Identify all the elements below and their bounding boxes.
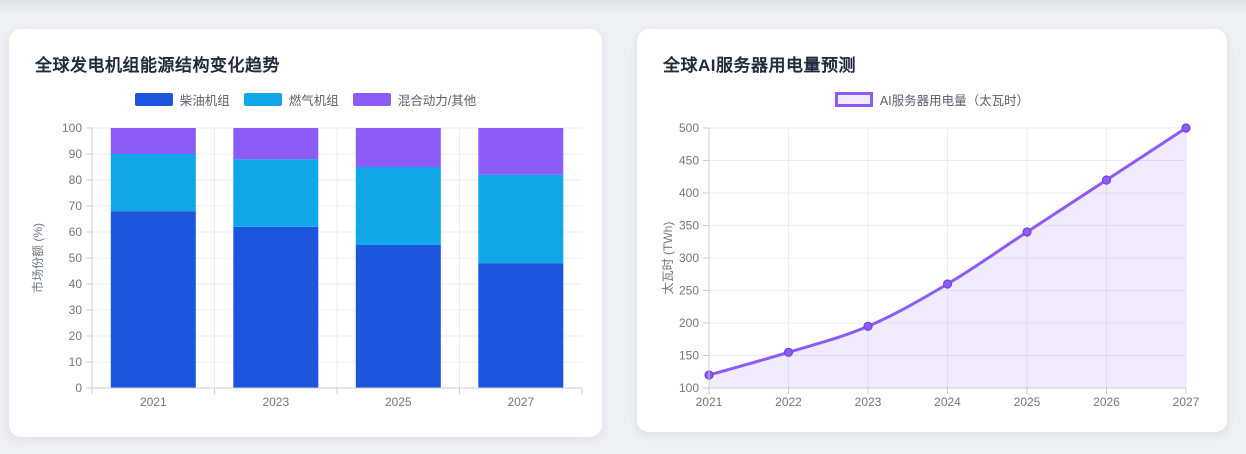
y-tick-label: 10 [69,355,83,369]
bar-segment-2 [233,128,319,160]
data-point [1101,175,1112,185]
y-tick-label: 90 [69,147,83,161]
legend-label: AI服务器用电量（太瓦时） [879,94,1030,108]
x-tick-label: 2022 [775,395,802,409]
y-tick-label: 200 [679,316,699,330]
y-axis-title: 市场份额 (%) [30,223,45,293]
y-tick-label: 300 [679,251,699,265]
y-tick-label: 20 [69,329,83,343]
card-energy-structure: 全球发电机组能源结构变化趋势 柴油机组 燃气机组 混合动力/其他 0 10 20 30 40… [9,29,602,437]
card-ai-server-power: 全球AI服务器用电量预测 AI服务器用电量（太瓦时） 100 150 200 250 3… [637,29,1227,432]
chart-title-energy-structure: 全球发电机组能源结构变化趋势 [35,56,280,75]
bar-segment-0 [355,245,441,388]
top-shadow [0,0,1246,13]
charts-row: 全球发电机组能源结构变化趋势 柴油机组 燃气机组 混合动力/其他 0 10 20 30 40… [9,29,1227,437]
legend-swatch-icon [352,93,391,106]
legend-item-1[interactable]: 燃气机组 [243,90,339,109]
y-tick-label: 80 [69,173,83,187]
bar-segment-2 [478,128,564,175]
legend-label: 燃气机组 [288,94,339,108]
y-tick-label: 250 [679,284,699,298]
y-tick-label: 60 [69,225,83,239]
legend-item-0[interactable]: 柴油机组 [134,90,230,109]
y-tick-label: 0 [75,381,82,395]
legend-item-0[interactable]: AI服务器用电量（太瓦时） [834,90,1030,109]
x-tick-label: 2025 [385,395,412,409]
y-tick-label: 450 [679,154,699,168]
x-tick-label: 2027 [507,395,534,409]
energy-structure-stacked-bar-chart: 0 10 20 30 40 50 60 70 80 90 100 市场份额 (%) 2021 2023 20… [30,121,583,409]
x-tick-label: 2021 [140,395,167,409]
x-tick-label: 2026 [1093,395,1120,409]
y-tick-label: 150 [679,349,699,363]
y-axis-title: 太瓦时 (TWh) [660,222,675,295]
chart-title-ai-server-power: 全球AI服务器用电量预测 [663,56,856,75]
x-tick-label: 2027 [1173,395,1200,409]
legend-item-2[interactable]: 混合动力/其他 [352,90,477,109]
area-fill-0 [709,128,1186,388]
bar-segment-1 [110,154,196,212]
bar-segment-1 [233,159,319,227]
legend-ai-server-power: AI服务器用电量（太瓦时） [637,91,1227,108]
bar-segment-0 [478,263,564,388]
data-point [1181,123,1191,133]
y-tick-label: 400 [679,186,699,200]
y-tick-label: 30 [69,303,83,317]
data-point [1022,227,1032,237]
x-tick-label: 2024 [934,395,961,409]
bar-segment-2 [355,128,441,167]
legend-label: 柴油机组 [179,94,230,108]
y-tick-label: 350 [679,219,699,233]
legend-swatch-icon [834,92,873,107]
legend-label: 混合动力/其他 [397,94,477,108]
data-point [783,347,794,357]
bar-segment-1 [478,174,564,264]
ai-server-power-area-chart: 100 150 200 250 300 350 400 450 500 太瓦时 (TWh) 2021… [660,121,1200,409]
x-tick-label: 2023 [262,395,289,409]
y-tick-label: 100 [62,121,82,135]
bar-segment-0 [233,226,319,388]
y-tick-label: 500 [679,121,699,135]
x-tick-label: 2021 [696,395,723,409]
y-tick-label: 70 [69,199,83,213]
x-tick-label: 2023 [855,395,882,409]
y-tick-label: 40 [69,277,83,291]
legend-swatch-icon [243,93,282,106]
data-point [863,321,873,331]
data-point [942,279,953,289]
x-tick-label: 2025 [1014,395,1041,409]
y-tick-label: 100 [679,381,699,395]
bar-segment-0 [110,211,196,388]
bar-segment-1 [355,167,441,245]
legend-energy-structure: 柴油机组 燃气机组 混合动力/其他 [9,91,602,108]
bar-segment-2 [110,128,196,154]
y-tick-label: 50 [69,251,83,265]
legend-swatch-icon [134,93,173,106]
